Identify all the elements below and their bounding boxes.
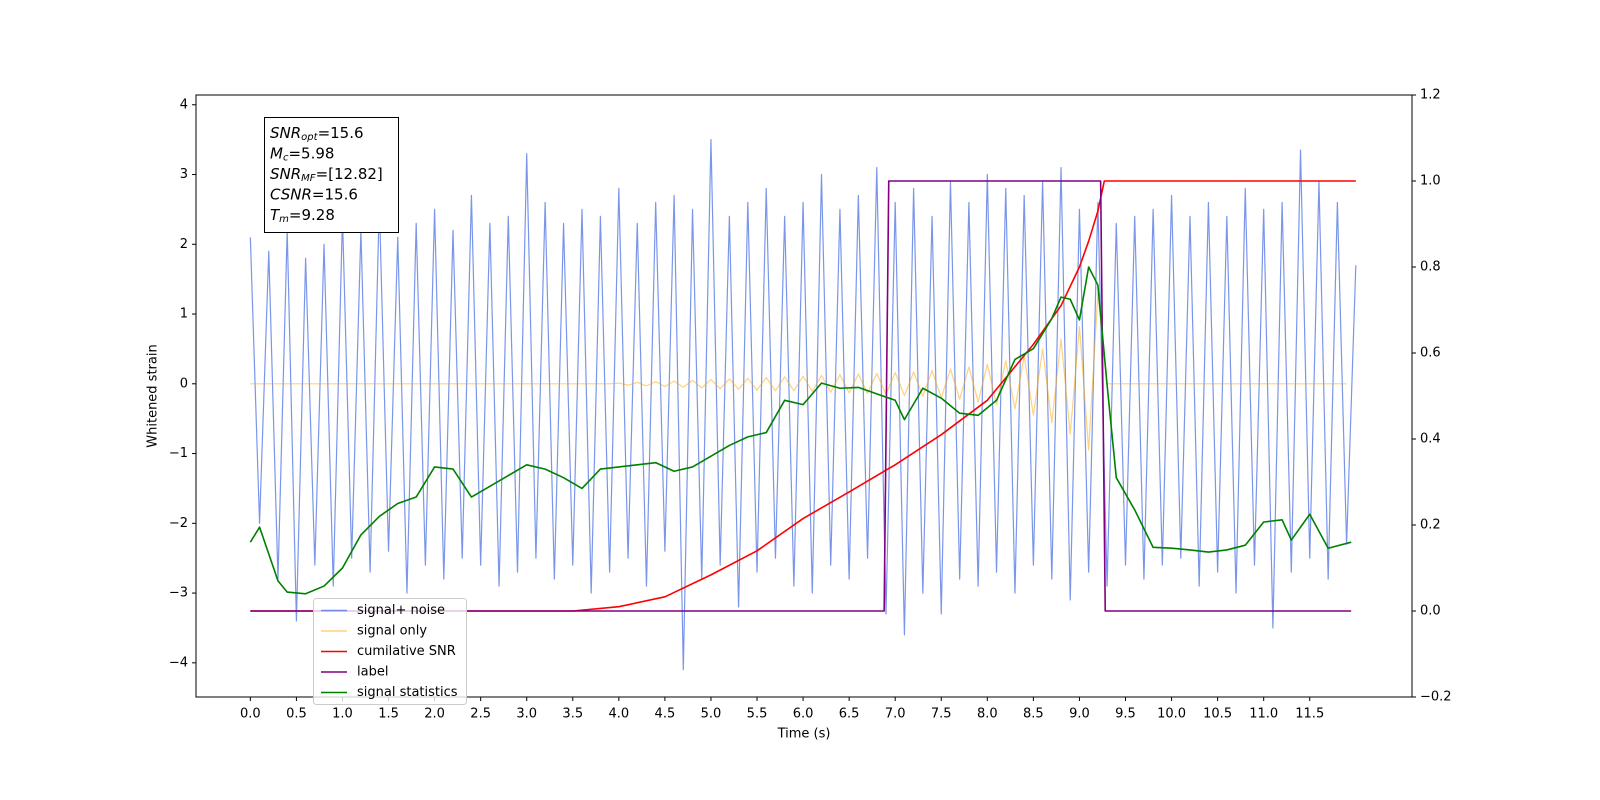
- legend-label: label: [357, 665, 388, 680]
- x-tick-label: 11.5: [1295, 707, 1324, 722]
- y2-tick-label: −0.2: [1420, 690, 1452, 705]
- legend-label: cumilative SNR: [357, 644, 456, 659]
- x-tick-label: 10.0: [1157, 707, 1186, 722]
- x-tick-label: 2.5: [470, 707, 491, 722]
- y2-tick-label: 0.2: [1420, 518, 1441, 533]
- x-tick-label: 8.0: [977, 707, 998, 722]
- x-tick-label: 7.5: [931, 707, 952, 722]
- x-tick-label: 3.5: [562, 707, 583, 722]
- annotation-name: SNR: [270, 165, 301, 183]
- x-tick-label: 1.0: [332, 707, 353, 722]
- series-line: [249, 266, 1352, 595]
- y2-tick-label: 1.0: [1420, 174, 1441, 189]
- x-tick-label: 11.0: [1249, 707, 1278, 722]
- annotation-line: SNRopt=15.6: [270, 124, 364, 144]
- y2-tick-label: 0.8: [1420, 260, 1441, 275]
- y-tick-label: 3: [180, 167, 188, 182]
- series-line: [250, 180, 1352, 612]
- annotation-name: T: [270, 206, 281, 224]
- legend-label: signal only: [357, 624, 427, 639]
- x-tick-label: 6.5: [839, 707, 860, 722]
- x-tick-label: 1.5: [378, 707, 399, 722]
- y-axis-label: Whitened strain: [146, 344, 161, 447]
- legend-label: signal+ noise: [357, 603, 445, 618]
- x-tick-label: 3.0: [516, 707, 537, 722]
- annotation-line: Mc=5.98: [270, 144, 334, 164]
- x-tick-label: 7.0: [885, 707, 906, 722]
- x-tick-label: 2.0: [424, 707, 445, 722]
- x-axis-label: Time (s): [777, 727, 831, 742]
- y2-tick-label: 0.6: [1420, 346, 1441, 361]
- x-tick-label: 8.5: [1023, 707, 1044, 722]
- y2-tick-label: 0.0: [1420, 604, 1441, 619]
- x-tick-label: 4.0: [608, 707, 629, 722]
- annotation-text: =15.6: [312, 185, 358, 203]
- y-tick-label: 4: [180, 97, 188, 112]
- series-line: [249, 139, 1357, 671]
- x-tick-label: 6.0: [793, 707, 814, 722]
- annotation-sub: opt: [301, 132, 318, 143]
- x-tick-label: 10.5: [1203, 707, 1232, 722]
- annotation-box: [264, 117, 399, 233]
- y-tick-label: 0: [180, 376, 188, 391]
- legend-label: signal statistics: [357, 685, 458, 700]
- plot-area: [249, 139, 1357, 671]
- y2-tick-label: 0.4: [1420, 432, 1441, 447]
- y2-tick-label: 1.2: [1420, 88, 1441, 103]
- x-tick-label: 9.0: [1069, 707, 1090, 722]
- x-tick-label: 9.5: [1115, 707, 1136, 722]
- x-tick-label: 5.5: [747, 707, 768, 722]
- annotation-line: SNRMF=[12.82]: [270, 165, 383, 185]
- annotation-name: CSNR: [270, 185, 312, 203]
- annotation-sub: c: [283, 153, 289, 164]
- annotation-line: CSNR=15.6: [270, 185, 358, 203]
- series-line: [250, 292, 1347, 451]
- x-tick-label: 5.0: [701, 707, 722, 722]
- y-tick-label: −2: [169, 516, 188, 531]
- annotation-name: M: [270, 144, 283, 162]
- y-tick-label: 2: [180, 237, 188, 252]
- annotation-name: SNR: [270, 124, 301, 142]
- y-tick-label: −1: [169, 446, 188, 461]
- y-tick-label: −3: [169, 586, 188, 601]
- x-tick-label: 0.0: [240, 707, 261, 722]
- annotation-text: =15.6: [318, 124, 364, 142]
- annotation-text: =[12.82]: [316, 165, 383, 183]
- x-tick-label: 4.5: [655, 707, 676, 722]
- annotation-line: Tm=9.28: [270, 206, 335, 226]
- y-tick-label: −4: [169, 655, 188, 670]
- annotation-text: =9.28: [289, 206, 335, 224]
- x-tick-label: 0.5: [286, 707, 307, 722]
- plot-frame: [195, 94, 1413, 698]
- series-line: [250, 180, 1356, 612]
- annotation-sub: m: [279, 214, 289, 225]
- legend-box: [313, 598, 467, 705]
- y-tick-label: 1: [180, 307, 188, 322]
- annotation-text: =5.98: [288, 144, 334, 162]
- annotation-sub: MF: [301, 173, 316, 184]
